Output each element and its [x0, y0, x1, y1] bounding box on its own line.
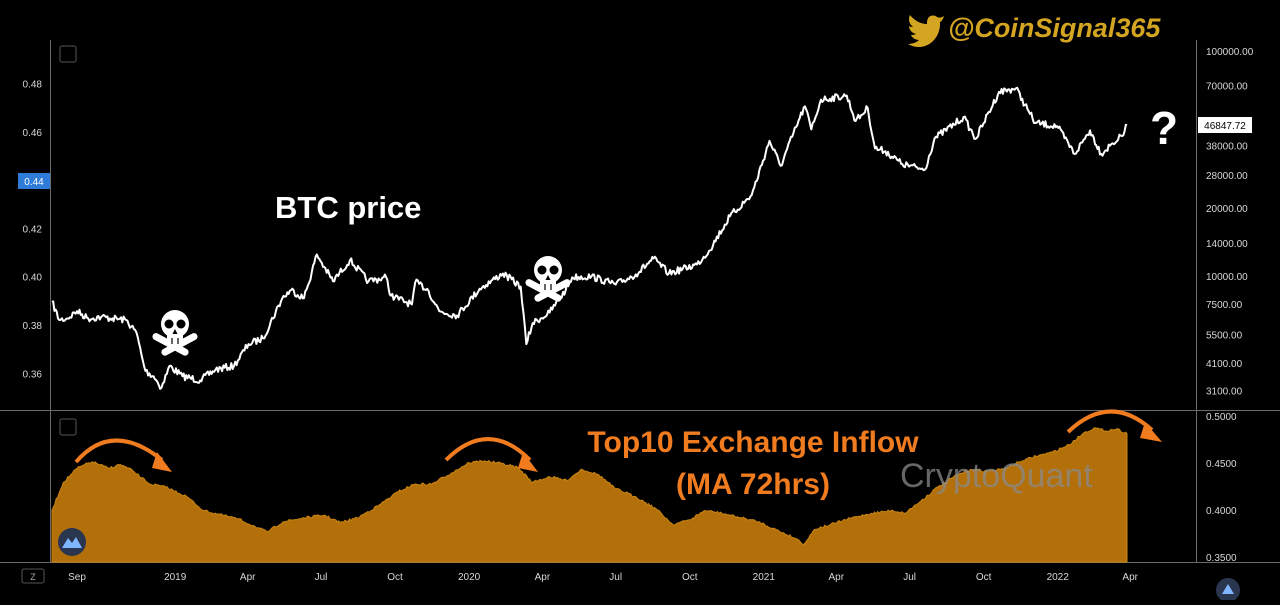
- curved-arrow-icon: [74, 438, 172, 472]
- btc-price-line: [51, 86, 1128, 390]
- price-tick-label: 10000.00: [1206, 272, 1248, 283]
- inflow-title-line1: Top10 Exchange Inflow: [587, 426, 919, 459]
- price-tick-label: 28000.00: [1206, 171, 1248, 182]
- time-axis-ticks: Sep 2019 Apr Jul Oct 2020 Apr Jul Oct 2021 Apr Jul O…: [68, 572, 1139, 583]
- inflow-area-series: [51, 427, 1128, 563]
- skull-crossbones-icon: [525, 256, 571, 302]
- time-tick-label: Jul: [903, 572, 916, 583]
- curved-arrow-icon: [444, 437, 538, 472]
- btc-price-series: [51, 86, 1128, 390]
- inflow-axis-ticks: 0.5000 0.4500 0.4000 0.3500: [1206, 412, 1237, 564]
- inflow-tick-label: 0.3500: [1206, 553, 1237, 564]
- twitter-bird-icon: [908, 15, 944, 48]
- cryptoquant-logo-button[interactable]: [58, 528, 86, 556]
- skull-crossbones-icon: [152, 310, 198, 356]
- price-tick-label: 5500.00: [1206, 330, 1243, 341]
- time-tick-label: Apr: [535, 572, 551, 583]
- left-highlight-box: [18, 173, 50, 189]
- left-axis-ticks: 0.48 0.46 0.42 0.40 0.38 0.36: [23, 80, 43, 381]
- price-tick-label: 20000.00: [1206, 204, 1248, 215]
- twitter-handle: @CoinSignal365: [948, 13, 1161, 43]
- price-tick-label: 3100.00: [1206, 386, 1243, 397]
- left-tick-label: 0.38: [23, 321, 43, 332]
- left-tick-label: 0.40: [23, 273, 43, 284]
- inflow-tick-label: 0.5000: [1206, 412, 1237, 423]
- left-tick-label: 0.42: [23, 224, 43, 235]
- time-tick-label: Oct: [387, 572, 403, 583]
- time-tick-label: 2020: [458, 572, 481, 583]
- timezone-label: Z: [30, 572, 36, 582]
- top-panel-checkbox[interactable]: [59, 45, 77, 63]
- last-price-text: 46847.72: [1204, 121, 1246, 132]
- time-tick-label: Oct: [682, 572, 698, 583]
- left-highlight-text: 0.44: [24, 177, 44, 188]
- time-tick-label: Oct: [976, 572, 992, 583]
- scroll-navigation-icon[interactable]: [1216, 578, 1240, 602]
- price-tick-label: 38000.00: [1206, 141, 1248, 152]
- time-tick-label: Apr: [240, 572, 256, 583]
- left-tick-label: 0.36: [23, 369, 43, 380]
- timezone-button[interactable]: Z: [21, 568, 45, 584]
- time-tick-label: Apr: [829, 572, 845, 583]
- inflow-area: [51, 427, 1128, 563]
- price-tick-label: 70000.00: [1206, 82, 1248, 93]
- cryptoquant-watermark: CryptoQuant: [900, 457, 1093, 495]
- left-tick-label: 0.46: [23, 128, 43, 139]
- inflow-tick-label: 0.4000: [1206, 506, 1237, 517]
- question-mark: ?: [1150, 102, 1178, 154]
- price-tick-label: 7500.00: [1206, 300, 1243, 311]
- price-tick-label: 14000.00: [1206, 239, 1248, 250]
- btc-price-label: BTC price: [275, 190, 421, 225]
- time-tick-label: 2021: [753, 572, 776, 583]
- curved-arrow-icon: [1066, 409, 1162, 442]
- time-tick-label: 2019: [164, 572, 187, 583]
- price-tick-label: 100000.00: [1206, 47, 1254, 58]
- time-tick-label: Jul: [315, 572, 328, 583]
- time-tick-label: Apr: [1122, 572, 1138, 583]
- inflow-tick-label: 0.4500: [1206, 459, 1237, 470]
- price-tick-label: 4100.00: [1206, 359, 1243, 370]
- time-tick-label: Sep: [68, 572, 86, 583]
- inflow-title-line2: (MA 72hrs): [676, 468, 830, 501]
- bottom-panel-checkbox[interactable]: [59, 418, 77, 436]
- last-price-label: 46847.72: [1198, 117, 1252, 133]
- time-tick-label: 2022: [1047, 572, 1070, 583]
- right-axis-ticks: 100000.00 70000.00 38000.00 28000.00 20000.0…: [1206, 47, 1254, 397]
- left-tick-label: 0.48: [23, 80, 43, 91]
- time-tick-label: Jul: [609, 572, 622, 583]
